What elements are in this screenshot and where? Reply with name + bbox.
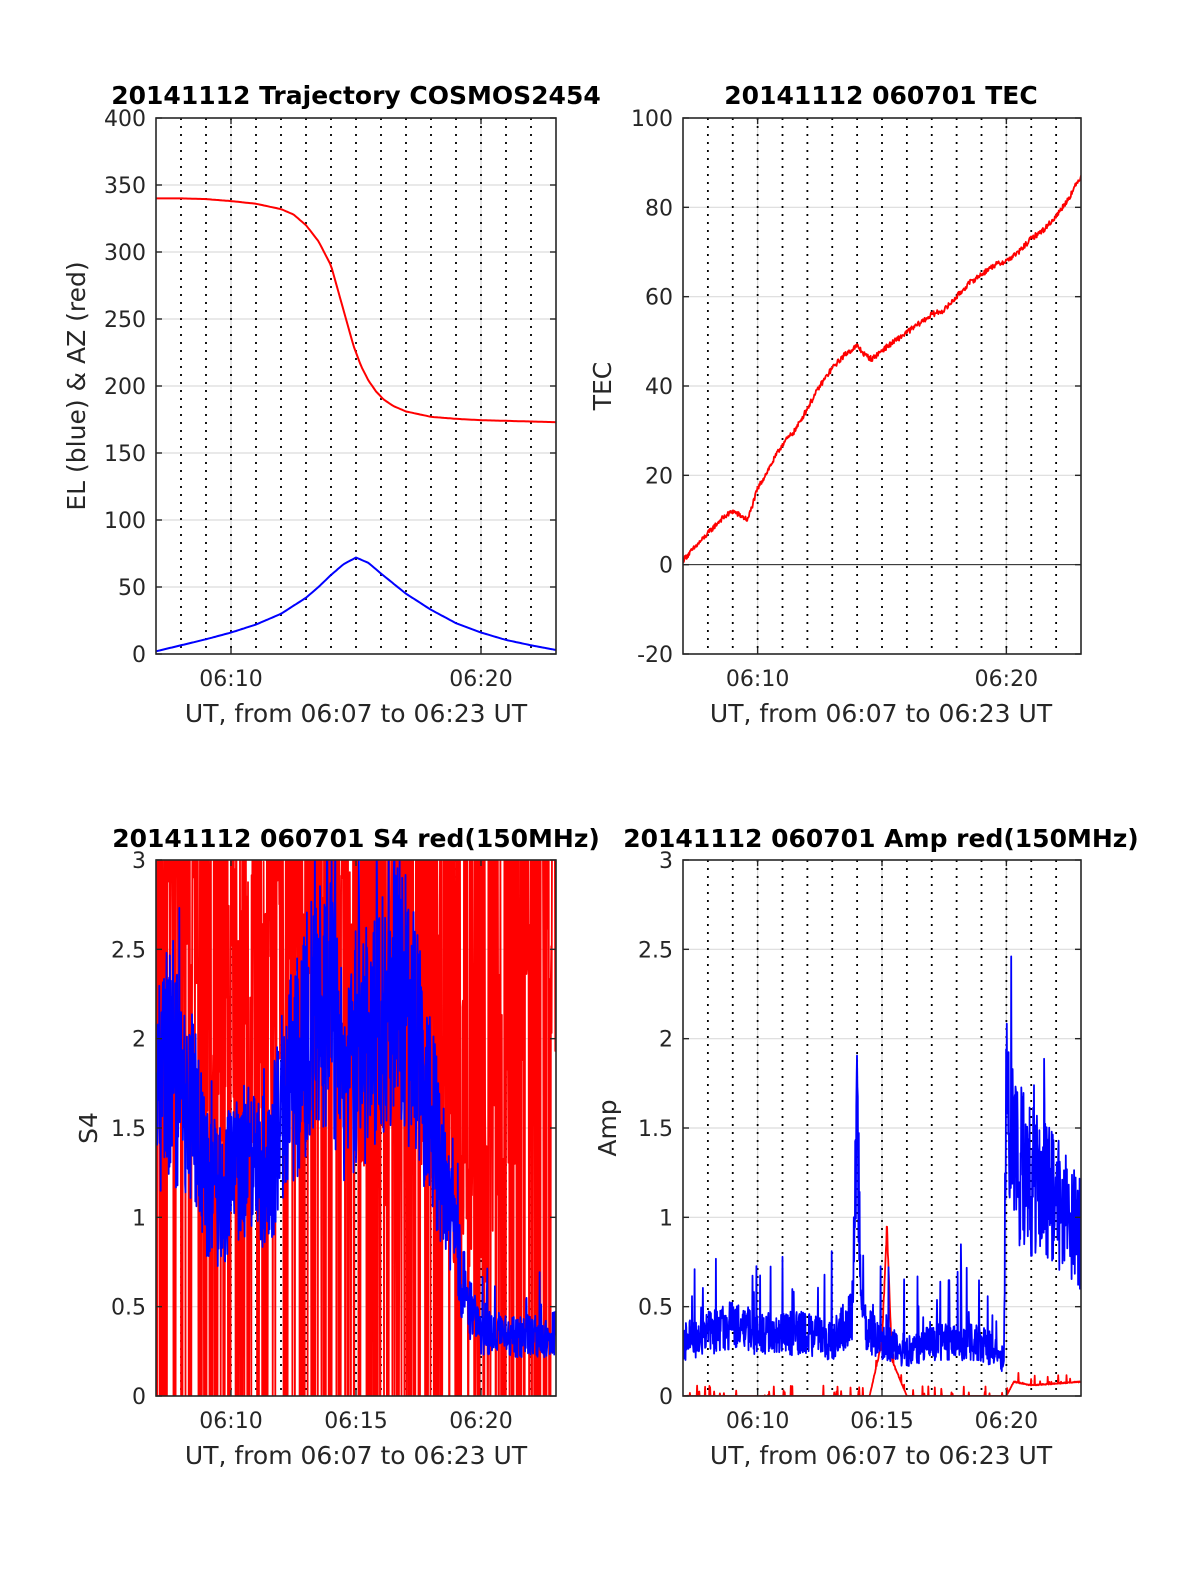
- amp-series-group: [683, 955, 1081, 1396]
- tec-ytick-label: 80: [645, 196, 673, 221]
- s4-series-group: [156, 860, 556, 1396]
- amp-ytick-label: 2: [659, 1028, 673, 1053]
- s4-ylabel: S4: [74, 1112, 103, 1144]
- s4-title: 20141112 060701 S4 red(150MHz): [112, 824, 600, 853]
- s4-plot-area: 0 0.5 1 1.5 2 2.5 3 06:10 06:15 06:20: [111, 849, 557, 1434]
- trajectory-xlabel: UT, from 06:07 to 06:23 UT: [185, 699, 528, 728]
- tec-plot-area: -20 0 20 40 60 80 100 06:10 06:20: [631, 107, 1082, 692]
- tec-ylabel: TEC: [588, 362, 617, 412]
- tec-panel: -20 0 20 40 60 80 100 06:10 06:20 20141112 06070…: [588, 81, 1082, 728]
- tec-ytick-label: -20: [637, 643, 673, 668]
- trajectory-xtick-label: 06:10: [199, 667, 262, 692]
- amp-ytick-label: 1.5: [638, 1117, 673, 1142]
- s4-ytick-label: 3: [132, 849, 146, 874]
- trajectory-ytick-label: 100: [104, 509, 146, 534]
- s4-ytick-label: 1.5: [111, 1117, 146, 1142]
- amp-ytick-label: 3: [659, 849, 673, 874]
- amp-xtick-label: 06:20: [975, 1409, 1038, 1434]
- trajectory-ytick-label: 0: [132, 643, 146, 668]
- s4-ytick-label: 0: [132, 1385, 146, 1410]
- trajectory-ytick-label: 400: [104, 107, 146, 132]
- amp-xtick-label: 06:10: [726, 1409, 789, 1434]
- tec-ytick-label: 60: [645, 286, 673, 311]
- s4-xtick-label: 06:15: [324, 1409, 387, 1434]
- amp-ytick-label: 2.5: [638, 938, 673, 963]
- trajectory-series-line-0: [156, 197, 556, 424]
- tec-ytick-label: 40: [645, 375, 673, 400]
- trajectory-ytick-label: 350: [104, 174, 146, 199]
- s4-ytick-label: 1: [132, 1206, 146, 1231]
- tec-ytick-label: 0: [659, 554, 673, 579]
- amp-xtick-label: 06:15: [850, 1409, 913, 1434]
- trajectory-series-group: [156, 197, 556, 653]
- tec-title: 20141112 060701 TEC: [724, 81, 1037, 110]
- s4-series-line-0: [156, 860, 556, 1396]
- tec-series-group: [683, 175, 1081, 564]
- amp-ytick-label: 0.5: [638, 1296, 673, 1321]
- trajectory-ytick-label: 200: [104, 375, 146, 400]
- s4-xtick-label: 06:20: [449, 1409, 512, 1434]
- trajectory-ytick-label: 50: [118, 576, 146, 601]
- trajectory-panel: 0 50 100 150 200 250 300 350 400 06:10 06:20 20141…: [62, 81, 601, 728]
- tec-xlabel: UT, from 06:07 to 06:23 UT: [710, 699, 1053, 728]
- tec-ytick-label: 100: [631, 107, 673, 132]
- s4-xlabel: UT, from 06:07 to 06:23 UT: [185, 1441, 528, 1470]
- amp-ytick-label: 0: [659, 1385, 673, 1410]
- s4-xtick-label: 06:10: [199, 1409, 262, 1434]
- amp-series-line-1: [683, 955, 1081, 1372]
- amp-xlabel: UT, from 06:07 to 06:23 UT: [710, 1441, 1053, 1470]
- s4-panel: 0 0.5 1 1.5 2 2.5 3 06:10 06:15 06:20 20141112 06…: [74, 824, 600, 1470]
- trajectory-ytick-label: 300: [104, 241, 146, 266]
- tec-ytick-label: 20: [645, 464, 673, 489]
- s4-series-line-1: [156, 860, 556, 1359]
- trajectory-ytick-label: 150: [104, 442, 146, 467]
- trajectory-plot-area: 0 50 100 150 200 250 300 350 400 06:10 06:20: [104, 107, 557, 692]
- tec-xtick-label: 06:10: [726, 667, 789, 692]
- tec-xtick-label: 06:20: [975, 667, 1038, 692]
- tec-series-line-0: [683, 175, 1081, 564]
- trajectory-ytick-label: 250: [104, 308, 146, 333]
- trajectory-ylabel: EL (blue) & AZ (red): [62, 261, 91, 510]
- amp-panel: 0 0.5 1 1.5 2 2.5 3 06:10 06:15 06:20 20141112 06…: [593, 824, 1139, 1470]
- amp-title: 20141112 060701 Amp red(150MHz): [623, 824, 1139, 853]
- amp-plot-area: 0 0.5 1 1.5 2 2.5 3 06:10 06:15 06:20: [638, 849, 1082, 1434]
- s4-ytick-label: 2.5: [111, 938, 146, 963]
- amp-ylabel: Amp: [593, 1099, 622, 1156]
- amp-ytick-label: 1: [659, 1206, 673, 1231]
- s4-ytick-label: 0.5: [111, 1296, 146, 1321]
- trajectory-series-line-1: [156, 556, 556, 653]
- s4-ytick-label: 2: [132, 1028, 146, 1053]
- trajectory-xtick-label: 06:20: [449, 667, 512, 692]
- trajectory-title: 20141112 Trajectory COSMOS2454: [111, 81, 601, 110]
